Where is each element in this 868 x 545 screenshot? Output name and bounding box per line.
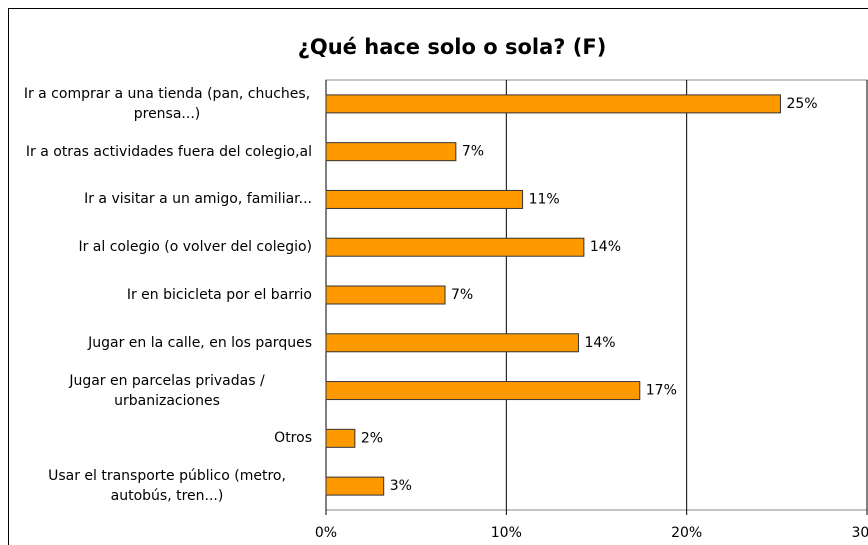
data-label: 2% xyxy=(361,430,383,446)
category-text: Ir a comprar a una tienda (pan, chuches,… xyxy=(23,85,311,122)
bar xyxy=(325,189,524,209)
y-tick-label: Otros xyxy=(22,414,312,462)
category-text: Ir en bicicleta por el barrio xyxy=(126,286,312,303)
bar xyxy=(325,381,641,401)
bar xyxy=(325,142,457,162)
data-label: 25% xyxy=(786,96,817,112)
category-text: Jugar en parcelas privadas / urbanizacio… xyxy=(69,372,265,409)
category-text: Jugar en la calle, en los parques xyxy=(88,334,312,351)
category-text: Usar el transporte público (metro, autob… xyxy=(48,468,286,505)
y-tick-label: Jugar en parcelas privadas / urbanizacio… xyxy=(22,367,312,415)
y-tick-label: Ir a otras actividades fuera del colegio… xyxy=(22,128,312,176)
bar xyxy=(325,476,385,496)
data-label: 3% xyxy=(390,478,412,494)
y-tick-label: Usar el transporte público (metro, autob… xyxy=(22,462,312,510)
x-tick-label: 20% xyxy=(671,525,702,541)
y-tick-label: Ir a comprar a una tienda (pan, chuches,… xyxy=(22,80,312,128)
data-label: 17% xyxy=(646,383,677,399)
bar xyxy=(325,237,585,257)
chart-title: ¿Qué hace solo o sola? (F) xyxy=(298,35,607,59)
y-tick-label: Ir en bicicleta por el barrio xyxy=(22,271,312,319)
category-text: Ir a visitar a un amigo, familiar... xyxy=(84,191,312,208)
category-text: Ir al colegio (o volver del colegio) xyxy=(78,239,312,256)
x-tick-label: 10% xyxy=(491,525,522,541)
y-tick-label: Ir al colegio (o volver del colegio) xyxy=(22,223,312,271)
data-label: 14% xyxy=(584,335,615,351)
bar xyxy=(325,333,579,353)
x-tick-label: 0% xyxy=(315,525,337,541)
data-label: 7% xyxy=(451,287,473,303)
x-tick-label: 30% xyxy=(851,525,868,541)
bar xyxy=(325,428,356,448)
y-tick-label: Jugar en la calle, en los parques xyxy=(22,319,312,367)
data-label: 14% xyxy=(590,239,621,255)
y-tick-label: Ir a visitar a un amigo, familiar... xyxy=(22,176,312,224)
category-text: Ir a otras actividades fuera del colegio… xyxy=(25,143,312,160)
bar xyxy=(325,285,446,305)
chart-frame xyxy=(8,8,868,545)
data-label: 7% xyxy=(462,144,484,160)
category-text: Otros xyxy=(274,430,312,447)
data-label: 11% xyxy=(529,191,560,207)
bar xyxy=(325,94,781,114)
